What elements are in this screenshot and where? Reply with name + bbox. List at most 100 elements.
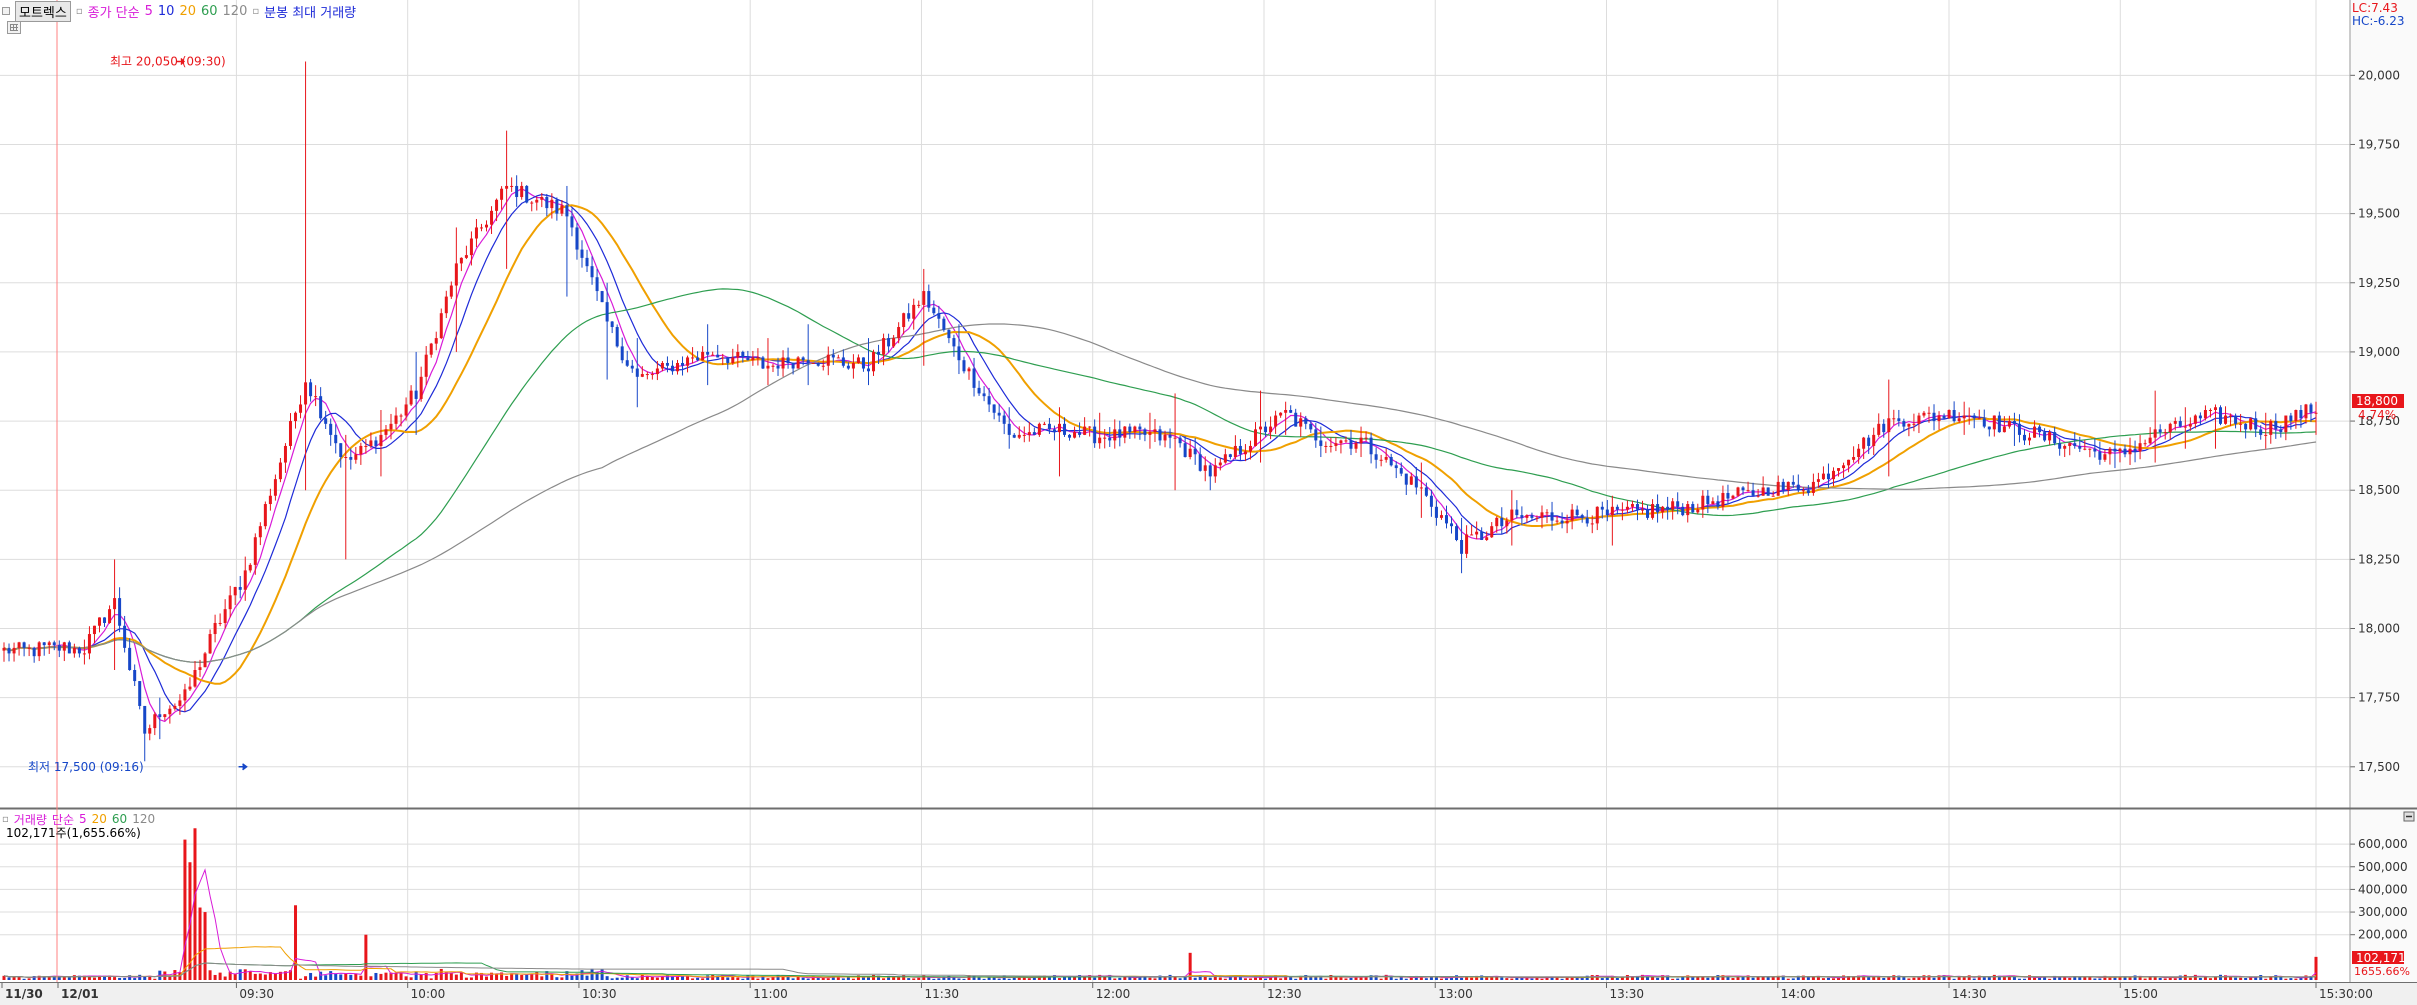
volume-bar [2012,976,2016,980]
max-volume-label[interactable]: 분봉 최대 거래량 [264,5,357,21]
candle-body [1198,454,1202,471]
volume-bar [515,973,519,980]
volume-title[interactable]: 거래량 [13,812,47,827]
candle-body [1153,429,1157,433]
candle-body [520,185,524,198]
candle-body [198,667,202,670]
current-price-box [2352,394,2404,408]
ma10-label[interactable]: 10 [157,3,175,19]
ma60-label[interactable]: 60 [200,3,218,19]
volume-bar [1882,977,1886,980]
candle-body [1344,440,1348,442]
candle-body [1696,509,1700,513]
ma-type-label[interactable]: 종가 단순 [87,5,140,21]
candle-body [228,595,232,610]
volume-panel-bg [0,810,2350,982]
volume-bar [1434,977,1438,980]
candle-body [62,642,66,651]
volume-bar [2234,977,2238,980]
candle-body [771,365,775,367]
ma20-label[interactable]: 20 [179,3,196,19]
candle-body [2,647,6,651]
candle-body [811,362,815,364]
axes: 20,000 19,750 19,500 19,250 19,000 18,750 18,5… [1,68,2408,1001]
volume-bar [1706,977,1710,980]
volume-bar [1238,976,1242,980]
candle-body [2163,432,2167,434]
candle-body [1349,440,1353,449]
candle-body [2198,415,2202,419]
candle-body [650,374,654,376]
candle-body [1289,410,1293,413]
candle-body [479,227,483,229]
volume-ma120-label[interactable]: 120 [132,812,156,826]
candle-body [1600,506,1604,510]
volume-bar [1027,978,1031,980]
volume-bars [2,828,2318,980]
candle-body [2304,404,2308,419]
volume-bar [1369,975,1373,980]
volume-bar [2289,978,2293,980]
candle-body [786,357,790,363]
volume-bar [133,978,137,980]
symbol-name[interactable]: 모트렉스 [15,0,71,22]
volume-bar [791,978,795,980]
volume-bar [1811,976,1815,980]
volume-ma60-label[interactable]: 60 [111,812,128,826]
volume-bar [1821,978,1825,980]
candle-body [2188,423,2192,427]
volume-ma-type[interactable]: 단순 [51,812,74,827]
volume-bar [540,976,544,980]
volume-ma20-label[interactable]: 20 [91,812,107,826]
volume-bar [2098,978,2102,980]
chart-settings-icon[interactable] [7,21,21,34]
volume-bar [1269,977,1273,980]
candle-body [2128,448,2132,455]
candle-body [1630,504,1634,507]
candle-body [1359,437,1363,444]
volume-bar [1691,976,1695,980]
candle-body [87,634,91,654]
volume-ma5-label[interactable]: 5 [79,812,87,826]
volume-bar [1359,976,1363,980]
volume-legend-dot-icon: ▫ [2,813,9,825]
candle-body [1656,504,1660,513]
volume-bar [846,976,850,980]
candle-body [1651,504,1655,518]
volume-bar [314,976,318,980]
legend-toggle-icon[interactable] [2,7,10,15]
volume-bar [273,973,277,980]
volume-bar [2244,978,2248,980]
volume-bar [1525,977,1529,980]
price-tick-label: 19,500 [2358,207,2400,221]
volume-bar [138,974,142,980]
candle-body [143,705,147,734]
candle-body [485,224,489,228]
price-tick-label: 18,000 [2358,622,2400,636]
candle-body [1806,490,1810,493]
volume-bar [52,976,56,980]
candle-body [2033,426,2037,438]
candle-body [1063,423,1067,435]
volume-bar [394,972,398,980]
volume-bar [1500,977,1504,980]
candle-body [2274,421,2278,430]
volume-bar [103,975,107,980]
volume-bar [1992,974,1996,980]
candle-body [861,357,865,369]
candle-body [731,357,735,363]
volume-bar [1610,975,1614,980]
current-volume-pct: 1655.66% [2354,965,2410,978]
candle-body [103,617,107,623]
candle-body [1294,412,1298,427]
ma120-label[interactable]: 120 [222,3,248,19]
volume-bar [198,907,202,980]
volume-bar [97,975,101,980]
volume-bar [560,977,564,980]
candle-body [454,263,458,286]
candle-body [2053,432,2057,444]
volume-bar [1887,976,1891,980]
candle-body [590,266,594,278]
ma5-label[interactable]: 5 [144,3,153,19]
